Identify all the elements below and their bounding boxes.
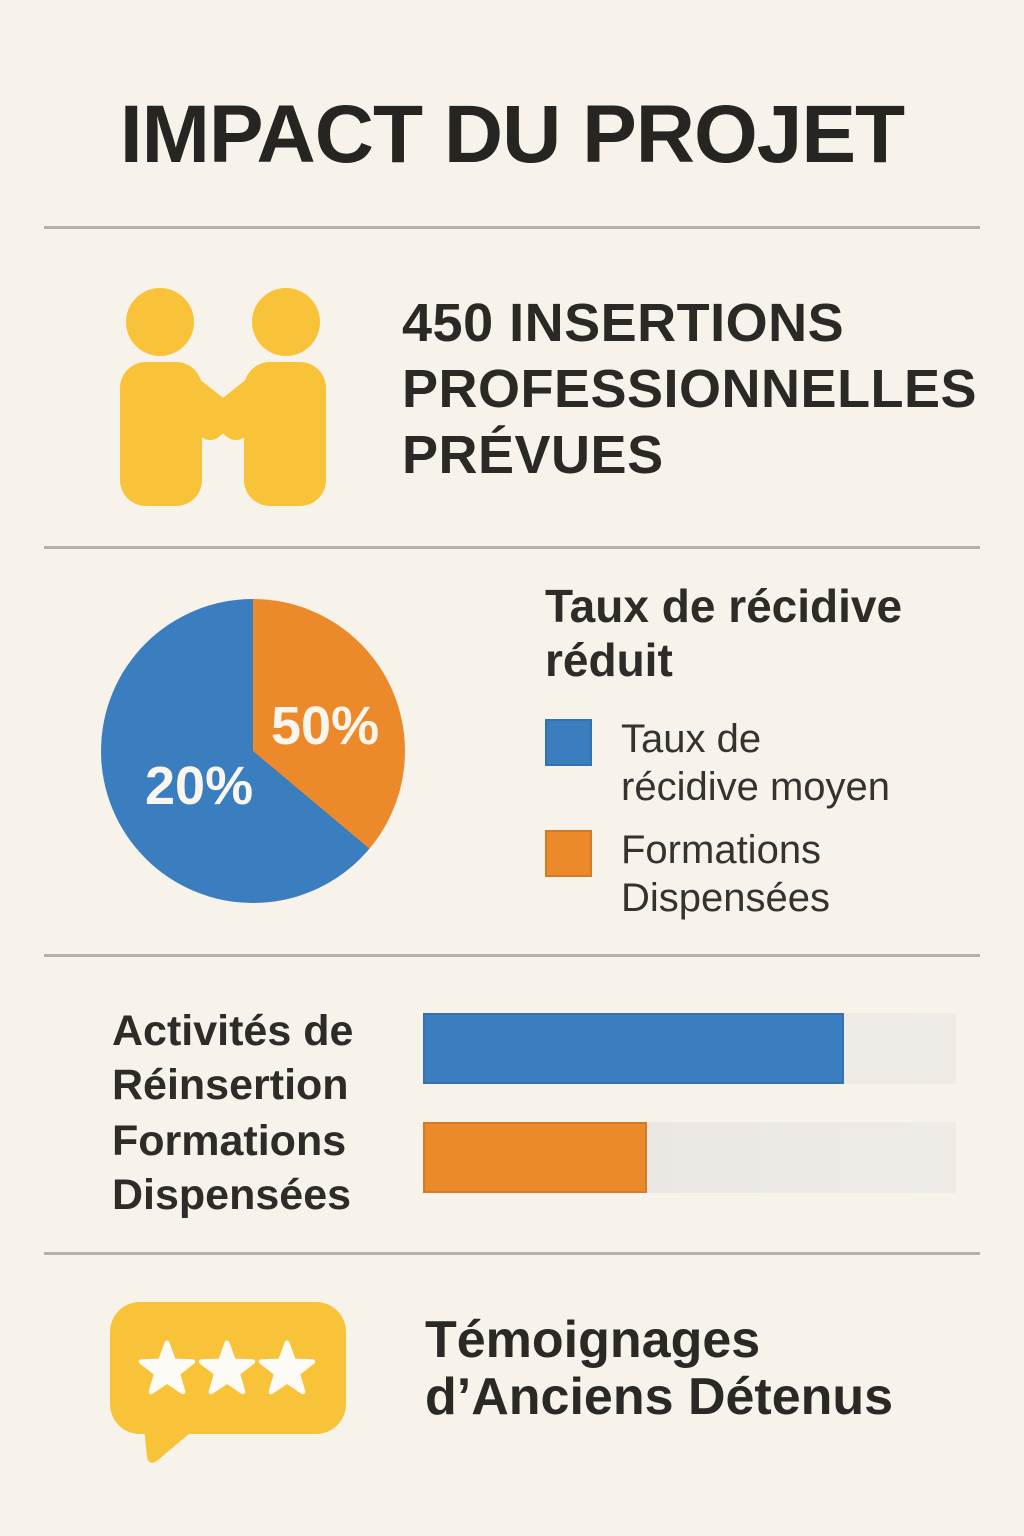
bar-track-activites [423,1013,956,1084]
divider [44,226,980,229]
bar-label-line: Formations [112,1117,347,1165]
chat-bubble-stars-icon [110,1302,346,1463]
legend-label: Formations Dispensées [621,826,830,922]
temoignages-text: Témoignages d’Anciens Détenus [425,1312,893,1426]
pie-label-orange: 50% [271,696,380,756]
legend-label-line: récidive moyen [621,765,891,809]
legend-label-line: Dispensées [621,876,831,920]
temoignages-line: d’Anciens Détenus [425,1368,894,1426]
insertions-stat-text: 450 INSERTIONS PROFESSIONNELLES PRÉVUES [402,290,977,488]
legend-swatch [545,830,592,877]
recidive-pie-chart: 50% 20% [101,599,405,903]
legend-label-line: Formations [621,828,822,872]
recidive-title-line: Taux de récidive [545,580,903,632]
handshake-people-icon [120,288,326,506]
bar-label-line: Activités de [112,1007,354,1055]
recidive-title: Taux de récidive réduit [545,579,975,687]
legend-item-formations: Formations Dispensées [545,828,830,922]
bar-track-formations [423,1122,956,1193]
legend-label-line: Taux de [621,717,762,761]
bar-fill [423,1122,647,1193]
legend-label: Taux de récidive moyen [621,715,890,811]
bar-label-line: Dispensées [112,1171,352,1219]
page-title: IMPACT DU PROJET [119,89,905,180]
divider [44,954,980,957]
legend-swatch [545,719,592,766]
bar-label-formations: Formations Dispensées [112,1114,351,1222]
stat-line: 450 INSERTIONS [402,293,845,353]
legend-item-recidive-moyen: Taux de récidive moyen [545,717,890,811]
temoignages-line: Témoignages [425,1311,761,1369]
stat-line: PRÉVUES [402,425,664,485]
stat-line: PROFESSIONNELLES [402,359,978,419]
pie-label-blue: 20% [145,756,254,816]
divider [44,1252,980,1255]
bar-label-activites: Activités de Réinsertion [112,1004,353,1112]
recidive-title-line: réduit [545,634,673,686]
bar-fill [423,1013,845,1084]
bar-label-line: Réinsertion [112,1061,349,1109]
divider [44,546,980,549]
